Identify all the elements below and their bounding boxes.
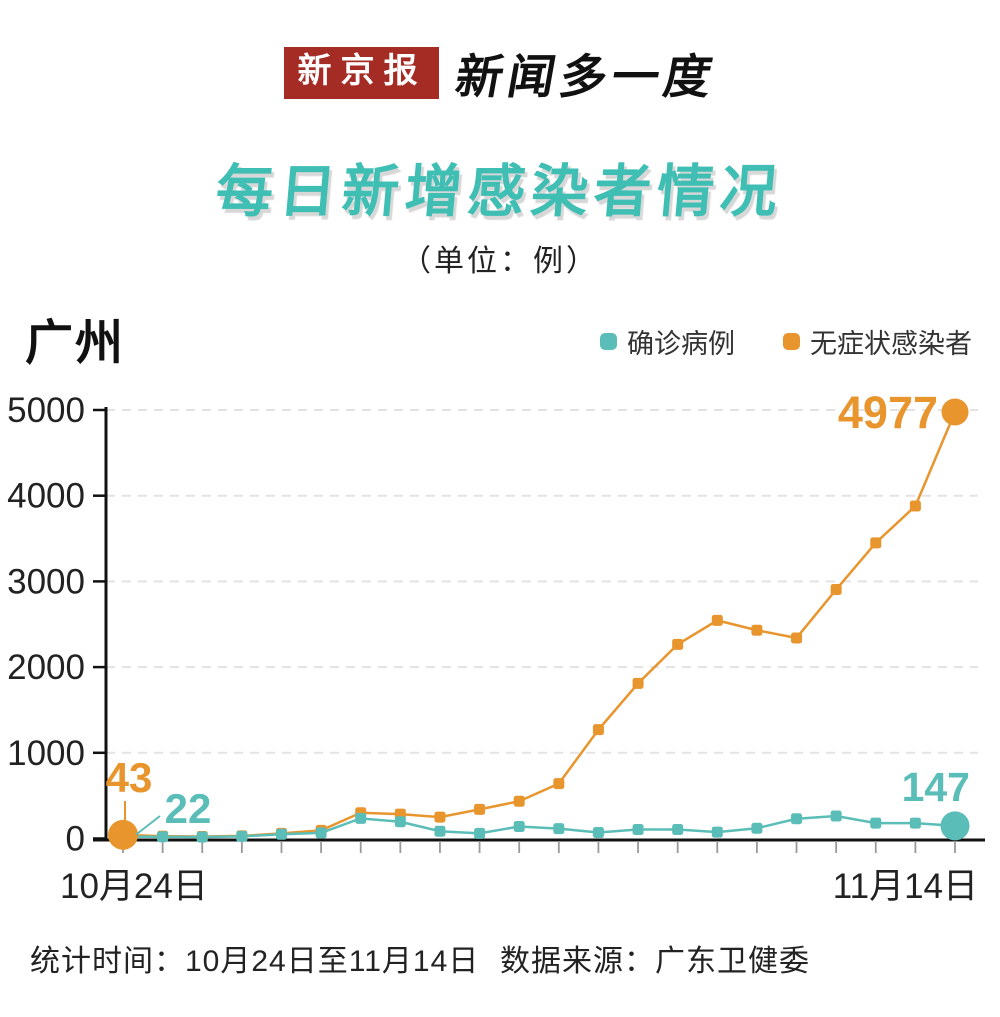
confirmed-point xyxy=(553,823,565,835)
confirmed-endpoint xyxy=(940,811,970,841)
asymptomatic-endpoint xyxy=(941,398,969,426)
asymptomatic-point xyxy=(711,614,723,626)
confirmed-point xyxy=(870,817,882,829)
confirmed-point xyxy=(315,827,327,839)
x-axis-end-label: 11月14日 xyxy=(832,867,978,906)
asymptomatic-point xyxy=(830,584,842,596)
y-tick-label: 5000 xyxy=(7,391,85,430)
stats-period: 统计时间：10月24日至11月14日 xyxy=(30,945,480,978)
asymptomatic-point xyxy=(791,632,803,644)
unit-subtitle: （单位：例） xyxy=(401,245,599,278)
confirmed-point xyxy=(474,827,486,839)
confirmed-point xyxy=(632,824,644,836)
confirmed-point xyxy=(672,824,684,836)
confirmed-point xyxy=(751,822,763,834)
asymptomatic-point xyxy=(474,803,486,815)
confirmed-point xyxy=(394,816,406,828)
confirmed-point xyxy=(434,825,446,837)
legend-item-confirmed: 确诊病例 xyxy=(600,322,735,361)
y-tick-label: 2000 xyxy=(7,648,85,687)
region-label: 广州 xyxy=(25,317,126,370)
asymptomatic-point xyxy=(592,724,604,736)
y-tick-label: 0 xyxy=(66,820,85,859)
asymptomatic-point xyxy=(751,624,763,636)
asymptomatic-point xyxy=(909,500,921,512)
legend-label-confirmed: 确诊病例 xyxy=(627,329,735,359)
asymptomatic-point xyxy=(434,811,446,823)
asymptomatic-point xyxy=(553,778,565,790)
confirmed-point xyxy=(157,831,169,843)
y-tick-label: 4000 xyxy=(7,477,85,516)
asymptomatic-point xyxy=(632,677,644,689)
axes: 0 1000 2000 3000 4000 5000 xyxy=(7,391,985,859)
confirmed-point xyxy=(791,813,803,825)
asymptomatic-point xyxy=(870,537,882,549)
confirmed-point xyxy=(592,827,604,839)
confirmed-start-value: 22 xyxy=(165,785,212,832)
confirmed-point xyxy=(196,831,208,843)
y-tick-label: 3000 xyxy=(7,562,85,601)
x-axis-start-label: 10月24日 xyxy=(60,867,208,906)
asymptomatic-startpoint xyxy=(108,819,138,850)
confirmed-point xyxy=(711,826,723,838)
confirmed-point xyxy=(236,830,248,842)
xinjingbao-logo: 新京报 xyxy=(283,46,439,99)
confirmed-line xyxy=(122,814,956,839)
asymptomatic-end-value: 4977 xyxy=(838,387,938,438)
confirmed-point xyxy=(275,828,287,840)
data-source: 数据来源：广东卫健委 xyxy=(500,945,810,978)
legend-label-asymptomatic: 无症状感染者 xyxy=(810,329,972,359)
asymptomatic-point xyxy=(513,795,525,807)
confirmed-end-value: 147 xyxy=(902,764,970,810)
gridlines xyxy=(106,409,978,754)
confirmed-point xyxy=(355,812,367,824)
asymptomatic-line xyxy=(122,411,957,838)
asymptomatic-start-value: 43 xyxy=(106,754,153,801)
y-tick-label: 1000 xyxy=(7,734,85,773)
chart-legend: 确诊病例 无症状感染者 xyxy=(600,322,972,361)
confirmed-point xyxy=(909,817,921,829)
confirmed-point xyxy=(830,810,842,822)
asymptomatic-point xyxy=(672,638,684,650)
confirmed-point xyxy=(513,821,525,833)
confirmed-swatch-icon xyxy=(600,333,617,350)
legend-item-asymptomatic: 无症状感染者 xyxy=(783,322,972,361)
confirmed-start-leader xyxy=(135,815,161,836)
asymptomatic-swatch-icon xyxy=(783,333,800,350)
header: 新京报 新闻多一度 xyxy=(0,38,1000,107)
